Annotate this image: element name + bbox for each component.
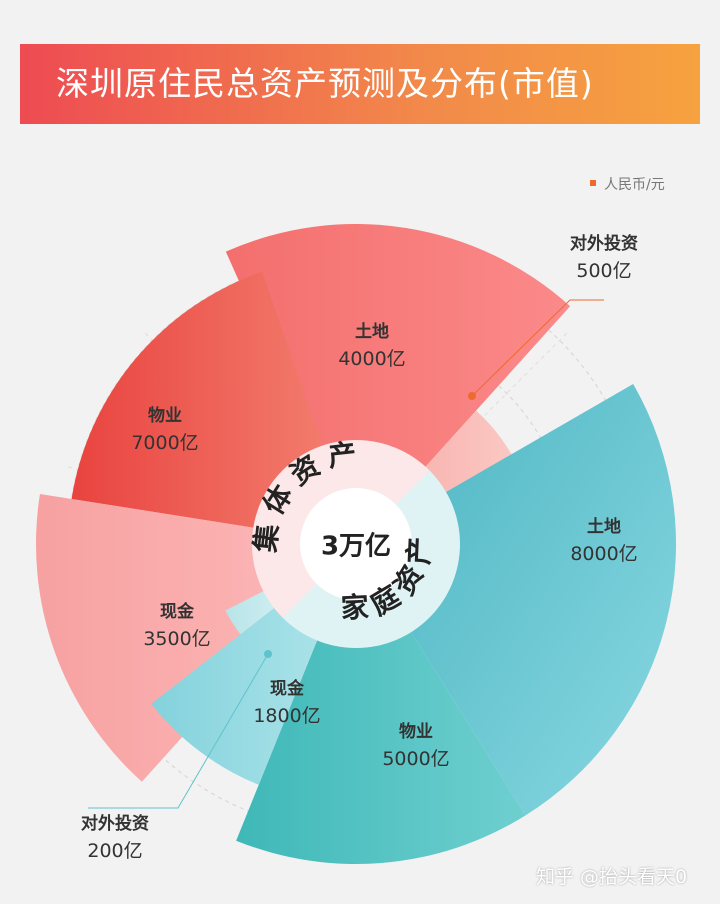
label-collective-investment: 对外投资 500亿 bbox=[570, 234, 638, 282]
sector-collective-cash bbox=[36, 493, 290, 782]
label-collective-land: 土地 4000亿 bbox=[338, 322, 406, 370]
ring-family bbox=[282, 470, 460, 648]
label-family-investment: 对外投资 200亿 bbox=[81, 814, 149, 862]
leader-lines bbox=[88, 299, 604, 809]
chart-sectors bbox=[36, 224, 676, 864]
label-collective-cash: 现金 3500亿 bbox=[143, 602, 211, 650]
leader-collective-investment bbox=[471, 299, 604, 397]
leader-dot-collective bbox=[468, 392, 476, 400]
label-collective-property: 物业 7000亿 bbox=[131, 406, 199, 454]
sector-collective-property bbox=[71, 271, 324, 529]
legend-square-icon bbox=[590, 180, 596, 186]
sector-family-property bbox=[236, 628, 526, 864]
leader-family-investment bbox=[88, 653, 269, 809]
unit-label: 人民币/元 bbox=[604, 177, 665, 193]
center-circle bbox=[300, 488, 412, 600]
unit-legend: 人民币/元 bbox=[590, 174, 665, 194]
label-family-property: 物业 5000亿 bbox=[382, 722, 450, 770]
chart-title: 深圳原住民总资产预测及分布(市值) bbox=[56, 64, 594, 103]
title-banner: 深圳原住民总资产预测及分布(市值) bbox=[20, 44, 700, 124]
leader-dot-family bbox=[264, 650, 272, 658]
label-family-land: 土地 8000亿 bbox=[570, 517, 638, 565]
label-family-cash: 现金 1800亿 bbox=[253, 679, 321, 727]
sector-family-land bbox=[408, 384, 676, 816]
sector-collective-land bbox=[225, 224, 571, 470]
center-total: 3万亿 bbox=[320, 531, 392, 562]
sector-family-investment bbox=[225, 589, 278, 635]
sector-family-cash bbox=[151, 605, 319, 785]
ring-collective bbox=[252, 440, 430, 618]
watermark: 知乎 @抬头看天0 bbox=[536, 866, 688, 888]
